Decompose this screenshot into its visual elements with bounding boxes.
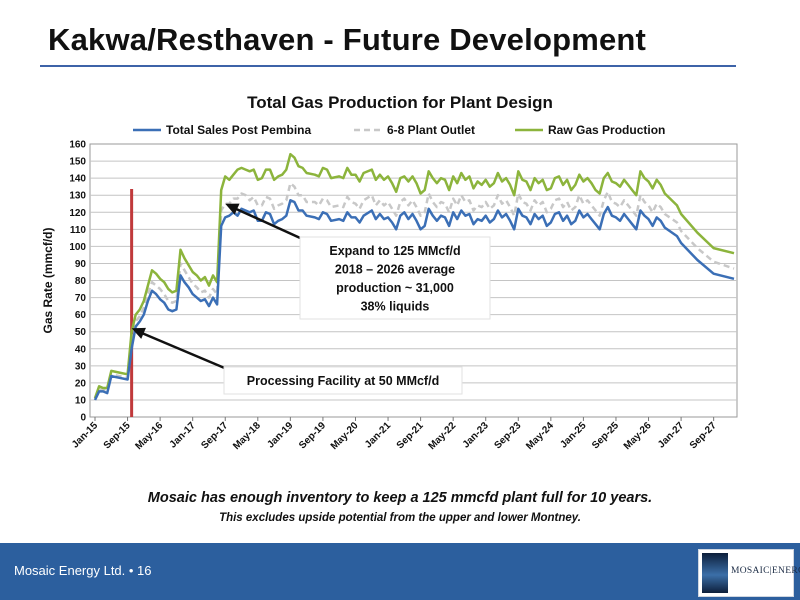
x-tick-label: Jan-23 [461, 420, 491, 450]
legend-label: Total Sales Post Pembina [166, 123, 311, 137]
y-tick-label: 130 [69, 191, 86, 202]
y-tick-label: 120 [69, 208, 86, 219]
annotation-text: 38% liquids [361, 300, 430, 314]
y-tick-label: 80 [75, 276, 87, 287]
y-tick-label: 40 [75, 344, 87, 355]
annotation-text: production ~ 31,000 [336, 281, 454, 295]
chart-title: Total Gas Production for Plant Design [247, 93, 553, 112]
upside-caption: This excludes upside potential from the … [219, 512, 581, 524]
y-tick-label: 110 [70, 225, 87, 236]
footer-text: Mosaic Energy Ltd. • 16 [14, 563, 152, 578]
annotation-arrowhead [131, 327, 146, 339]
y-tick-label: 50 [75, 327, 87, 338]
y-tick-label: 140 [69, 174, 86, 185]
annotation-arrowhead [225, 203, 240, 215]
y-tick-label: 100 [69, 242, 86, 253]
x-tick-label: Jan-17 [168, 420, 198, 450]
series-line-3 [93, 152, 735, 399]
logo-mark-icon [702, 553, 728, 593]
y-tick-label: 0 [80, 413, 86, 424]
x-tick-label: Jan-25 [558, 420, 588, 450]
x-tick-label: May-26 [622, 420, 654, 452]
y-tick-label: 10 [75, 395, 87, 406]
gas-production-chart: Total Gas Production for Plant Design 0 10… [41, 93, 738, 452]
legend-label: 6-8 Plant Outlet [387, 123, 475, 137]
x-tick-label: Sep-23 [492, 420, 523, 451]
title-divider [40, 65, 736, 67]
x-tick-label: May-20 [329, 420, 361, 452]
annotation-arrow [137, 330, 235, 374]
x-tick-label: Jan-21 [363, 420, 393, 450]
x-tick-label: May-18 [231, 420, 263, 452]
x-tick-label: Sep-21 [395, 420, 426, 451]
company-logo: MOSAIC|ENERGY [698, 549, 800, 597]
x-tick-label: May-16 [133, 420, 165, 452]
x-tick-label: May-24 [524, 420, 556, 452]
x-tick-label: Sep-27 [688, 420, 719, 451]
legend-label: Raw Gas Production [548, 123, 665, 137]
x-tick-label: Jan-27 [656, 420, 686, 450]
y-tick-label: 30 [75, 361, 87, 372]
slide-title: Kakwa/Resthaven - Future Development [48, 22, 647, 57]
series-line-1 [93, 199, 735, 401]
x-tick-label: Sep-25 [590, 420, 621, 451]
annotation-box [299, 236, 491, 320]
inventory-caption: Mosaic has enough inventory to keep a 12… [147, 490, 653, 506]
y-tick-label: 160 [69, 140, 86, 151]
y-tick-label: 60 [75, 310, 87, 321]
footer-bar: Mosaic Energy Ltd. • 16 MOSAIC|ENERGY [0, 543, 800, 600]
x-tick-label: Jan-15 [70, 420, 100, 450]
y-axis-label: Gas Rate (mmcf/d) [41, 227, 55, 333]
y-tick-label: 150 [69, 157, 86, 168]
series-line-2 [93, 181, 735, 399]
y-tick-label: 20 [75, 378, 87, 389]
y-tick-label: 90 [75, 259, 87, 270]
x-tick-label: Jan-19 [265, 420, 295, 450]
x-tick-label: May-22 [427, 420, 459, 452]
x-tick-label: Sep-19 [297, 420, 328, 451]
annotation-text: Expand to 125 MMcf/d [329, 244, 460, 258]
logo-text: MOSAIC|ENERGY [731, 566, 800, 576]
annotation-text: 2018 – 2026 average [335, 263, 455, 277]
y-tick-label: 70 [75, 293, 87, 304]
annotation-box [223, 366, 463, 395]
x-tick-label: Sep-15 [102, 420, 133, 451]
annotation-text: Processing Facility at 50 MMcf/d [247, 374, 439, 388]
x-tick-label: Sep-17 [199, 420, 230, 451]
